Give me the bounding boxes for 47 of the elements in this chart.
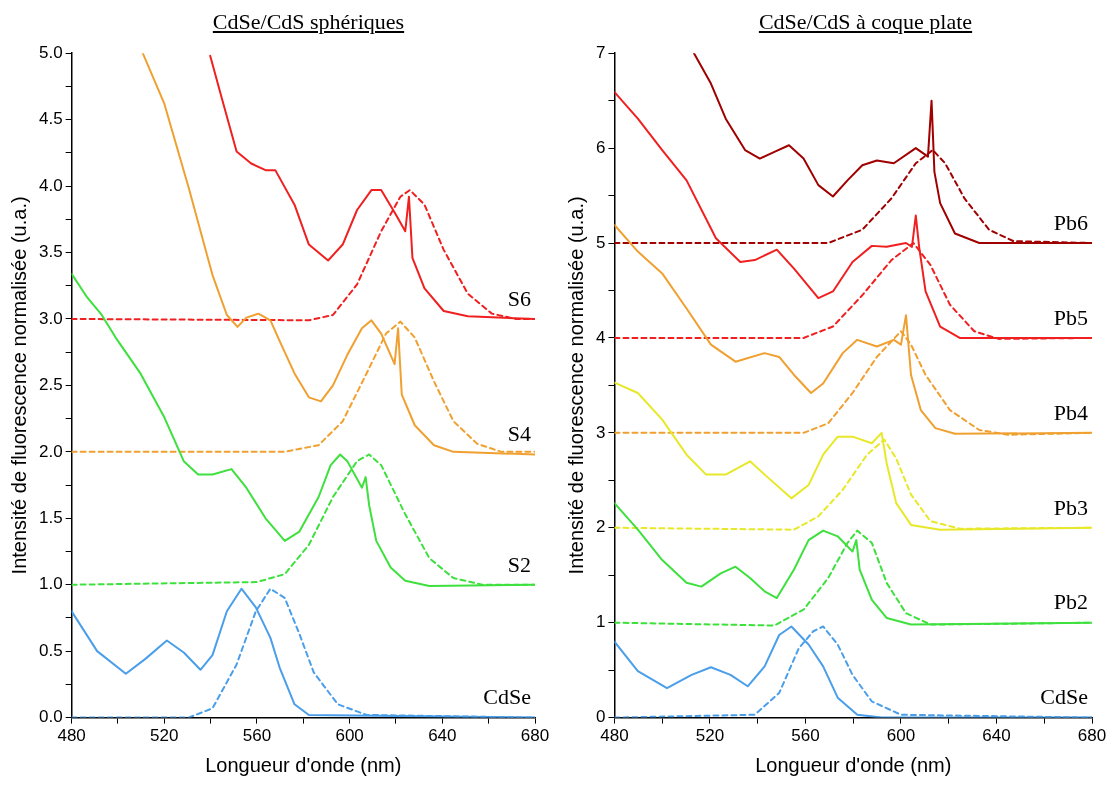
- y-tick-label: 3.5: [38, 242, 63, 262]
- x-tick-label: 520: [695, 726, 725, 746]
- x-tick-label: 640: [428, 726, 457, 746]
- y-tick-label: 4.5: [38, 109, 63, 129]
- y-tick-label: 5: [595, 232, 606, 252]
- x-tick-label: 560: [242, 726, 272, 746]
- series-label: S2: [507, 551, 531, 577]
- series-label: Pb2: [1053, 589, 1088, 615]
- x-tick-label: 560: [791, 726, 820, 746]
- y-tick-label: 3: [595, 422, 606, 442]
- series-label: CdSe: [1040, 684, 1088, 710]
- x-tick-label: 640: [982, 726, 1011, 746]
- y-tick-label: 3.0: [38, 308, 63, 328]
- x-tick-label: 600: [335, 726, 364, 746]
- series-label: S6: [507, 285, 531, 311]
- x-tick-label: 520: [150, 726, 179, 746]
- x-tick-label: 480: [600, 726, 629, 746]
- y-tick-label: 2.5: [38, 375, 63, 395]
- series-label: Pb6: [1053, 209, 1088, 235]
- y-tick-label: 2.0: [38, 441, 63, 461]
- y-tick-label: 4: [595, 327, 606, 347]
- y-tick-label: 1.5: [38, 507, 63, 527]
- series-label: Pb3: [1053, 494, 1088, 520]
- series-label: Pb4: [1053, 399, 1088, 425]
- x-tick-label: 480: [57, 726, 86, 746]
- y-tick-label: 7: [595, 42, 606, 62]
- y-tick-label: 1.0: [38, 574, 63, 594]
- y-axis-title: Intensité de fluorescence normalisée (u.a.): [564, 196, 587, 575]
- chart-title: CdSe/CdS à coque plate: [757, 8, 974, 36]
- x-tick-label: 680: [520, 726, 550, 746]
- x-tick-label: 680: [1077, 726, 1107, 746]
- x-tick-label: 600: [886, 726, 916, 746]
- y-tick-label: 0.0: [38, 707, 63, 727]
- x-axis-title: Longueur d'onde (nm): [755, 753, 952, 776]
- y-tick-label: 0.5: [38, 640, 63, 660]
- y-tick-label: 2: [595, 517, 606, 537]
- series-label: S4: [507, 421, 531, 447]
- chart-title: CdSe/CdS sphériques: [211, 8, 406, 36]
- y-tick-label: 4.0: [38, 175, 63, 195]
- y-tick-label: 0: [595, 707, 606, 727]
- y-tick-label: 1: [595, 612, 606, 632]
- y-axis-title: Intensité de fluorescence normalisée (u.a.): [7, 196, 30, 575]
- y-tick-label: 6: [595, 137, 606, 157]
- series-label: CdSe: [483, 684, 531, 710]
- series-label: Pb5: [1053, 304, 1088, 330]
- x-axis-title: Longueur d'onde (nm): [205, 753, 402, 776]
- y-tick-label: 5.0: [38, 42, 63, 62]
